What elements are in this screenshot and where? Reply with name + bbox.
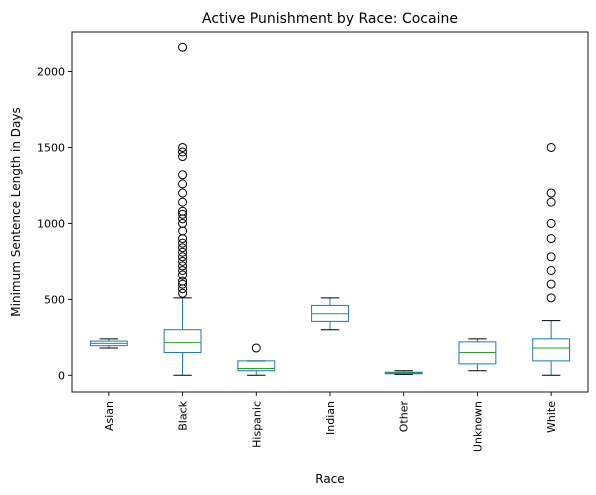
outlier-point [546,265,556,275]
outlier-point [546,218,556,228]
outlier-point [546,197,556,207]
outlier-point [546,293,556,303]
outlier-point [546,188,556,198]
box-asian [89,338,128,349]
box-indian [311,297,349,331]
plot-area [72,32,588,392]
outlier-point [251,343,261,353]
x-tick-label-white: White [545,401,558,433]
x-tick-label-hispanic: Hispanic [250,401,263,448]
box-unknown [458,338,497,372]
x-tick-label-unknown: Unknown [471,401,484,452]
outlier-point [546,252,556,262]
plot-frame [71,31,589,393]
outlier-point [178,179,188,189]
y-tick-label: 500 [44,293,65,306]
y-axis: 0 500 1000 1500 2000 [37,65,72,382]
box-black [163,42,202,376]
outlier-point [178,218,188,228]
outlier-point [178,209,188,219]
outlier-point [178,188,188,198]
outlier-point [178,276,188,286]
outlier-point [178,265,188,275]
outlier-point [178,270,188,280]
box-white [532,142,571,376]
outlier-point [546,142,556,152]
x-tick-label-indian: Indian [324,401,337,435]
outlier-point [178,197,188,207]
outlier-point [178,238,188,248]
outlier-point [178,152,188,162]
boxes-layer [89,42,571,376]
outlier-point [178,206,188,216]
outlier-point [546,279,556,289]
x-axis-label: Race [315,472,344,486]
x-tick-label-asian: Asian [103,401,116,431]
iqr-box [532,338,571,362]
iqr-box [163,329,202,354]
x-tick-label-black: Black [177,400,190,430]
iqr-box [237,360,276,372]
outlier-point [178,288,188,298]
y-tick-label: 1000 [37,217,65,230]
outlier-point [178,261,188,271]
outlier-point [178,147,188,157]
outlier-point [178,256,188,266]
y-tick-label: 1500 [37,141,65,154]
box-hispanic [237,343,276,376]
outlier-point [178,243,188,253]
box-other [384,370,423,376]
outlier-point [178,279,188,289]
outlier-point [178,252,188,262]
x-tick-label-other: Other [398,401,411,433]
outlier-point [178,142,188,152]
chart-title: Active Punishment by Race: Cocaine [202,11,458,27]
y-axis-label: Minimum Sentence Length in Days [9,107,23,316]
y-tick-label: 2000 [37,65,65,78]
y-tick-label: 0 [58,369,65,382]
outlier-point [178,247,188,257]
outlier-point [546,234,556,244]
outlier-point [178,170,188,180]
x-axis: Asian Black Hispanic Indian Other Unknown Whit… [103,392,558,452]
outlier-point [178,42,188,52]
